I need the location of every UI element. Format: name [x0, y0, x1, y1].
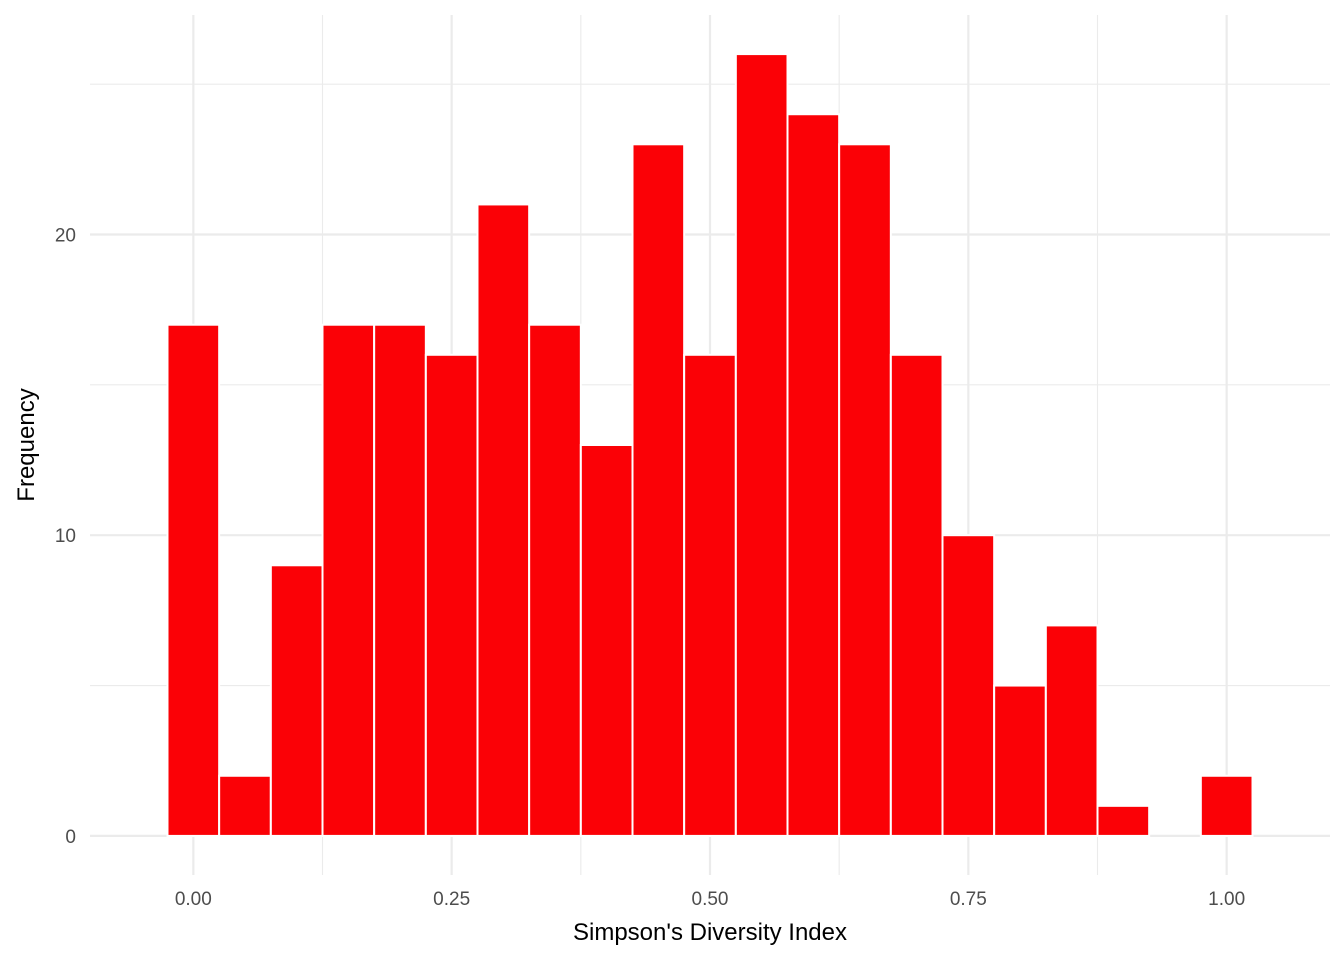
histogram-bar	[631, 143, 686, 837]
histogram-bar	[579, 444, 634, 837]
y-axis-title: Frequency	[13, 388, 40, 501]
histogram-bar	[993, 684, 1047, 837]
tick-labels-layer: 0.00 0.25 0.50 0.75 1.00 0 10 20	[55, 226, 1245, 910]
histogram-bar	[941, 534, 996, 837]
histogram-bar	[1096, 804, 1151, 837]
histogram-bar	[269, 564, 324, 837]
histogram-bar	[218, 774, 272, 837]
bars-layer	[166, 53, 1254, 837]
histogram-bar	[166, 323, 221, 837]
histogram-bar	[734, 53, 789, 837]
histogram-bar	[424, 353, 479, 837]
x-tick-label: 1.00	[1208, 889, 1245, 910]
histogram-bar	[838, 143, 892, 837]
histogram-bar	[321, 323, 376, 837]
y-tick-label: 0	[65, 827, 76, 848]
histogram-bar	[373, 323, 427, 837]
histogram-bar	[528, 323, 582, 837]
y-tick-label: 20	[55, 226, 76, 247]
x-tick-label: 0.00	[175, 889, 212, 910]
x-tick-label: 0.50	[692, 889, 729, 910]
x-tick-label: 0.25	[433, 889, 470, 910]
histogram-bar	[786, 113, 841, 837]
histogram-bar	[1199, 774, 1254, 837]
x-axis-title: Simpson's Diversity Index	[573, 919, 847, 946]
x-tick-label: 0.75	[950, 889, 987, 910]
histogram-bar	[683, 353, 737, 837]
histogram-bar	[889, 353, 944, 837]
histogram-bar	[1044, 624, 1099, 837]
histogram-bar	[476, 203, 531, 837]
y-tick-label: 10	[55, 526, 76, 547]
